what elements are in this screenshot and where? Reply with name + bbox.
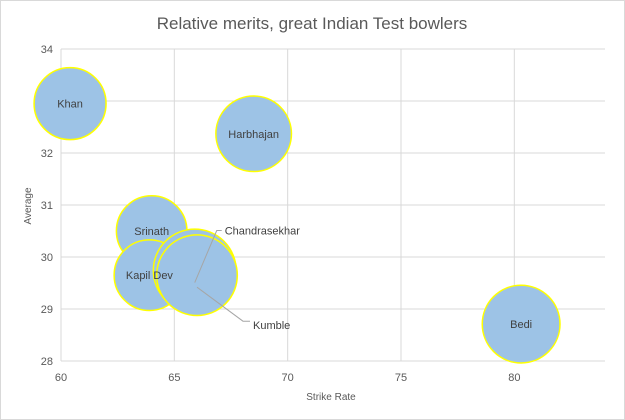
data-label-khan: Khan: [57, 99, 83, 111]
bubble-khan: [33, 66, 107, 141]
y-tick-label: 29: [41, 304, 53, 316]
data-labels: Khan Harbhajan Srinath Kapil Dev Chandrasekh…: [57, 99, 532, 333]
data-label-bedi: Bedi: [510, 319, 532, 331]
x-axis-label: Strike Rate: [306, 392, 356, 403]
data-label-srinath: Srinath: [134, 226, 169, 238]
chart-title: Relative merits, great Indian Test bowle…: [157, 14, 468, 33]
y-tick-label: 28: [41, 356, 53, 368]
leader-line-kumble: [196, 286, 250, 322]
leader-line-chandrasekhar: [194, 230, 222, 283]
y-tick-label: 32: [41, 148, 53, 160]
bubble-bedi: [481, 284, 561, 364]
x-tick-label: 80: [508, 372, 520, 384]
x-tick-label: 75: [395, 372, 407, 384]
y-tick-label: 31: [41, 200, 53, 212]
y-tick-label: 30: [41, 252, 53, 264]
x-tick-label: 65: [168, 372, 180, 384]
data-label-harbhajan: Harbhajan: [228, 129, 279, 141]
bubble-harbhajan: [215, 95, 293, 173]
data-label-kumble: Kumble: [253, 320, 290, 332]
bubble-series: [33, 66, 561, 364]
bubble-kumble: [155, 234, 239, 317]
x-tick-label: 60: [55, 372, 67, 384]
data-label-kapil-dev: Kapil Dev: [126, 270, 174, 282]
data-label-chandrasekhar: Chandrasekhar: [225, 226, 301, 238]
y-axis-label: Average: [23, 187, 34, 225]
tick-labels: 282930313233346065707580: [41, 44, 521, 384]
x-tick-label: 70: [282, 372, 294, 384]
y-tick-label: 34: [41, 44, 53, 56]
